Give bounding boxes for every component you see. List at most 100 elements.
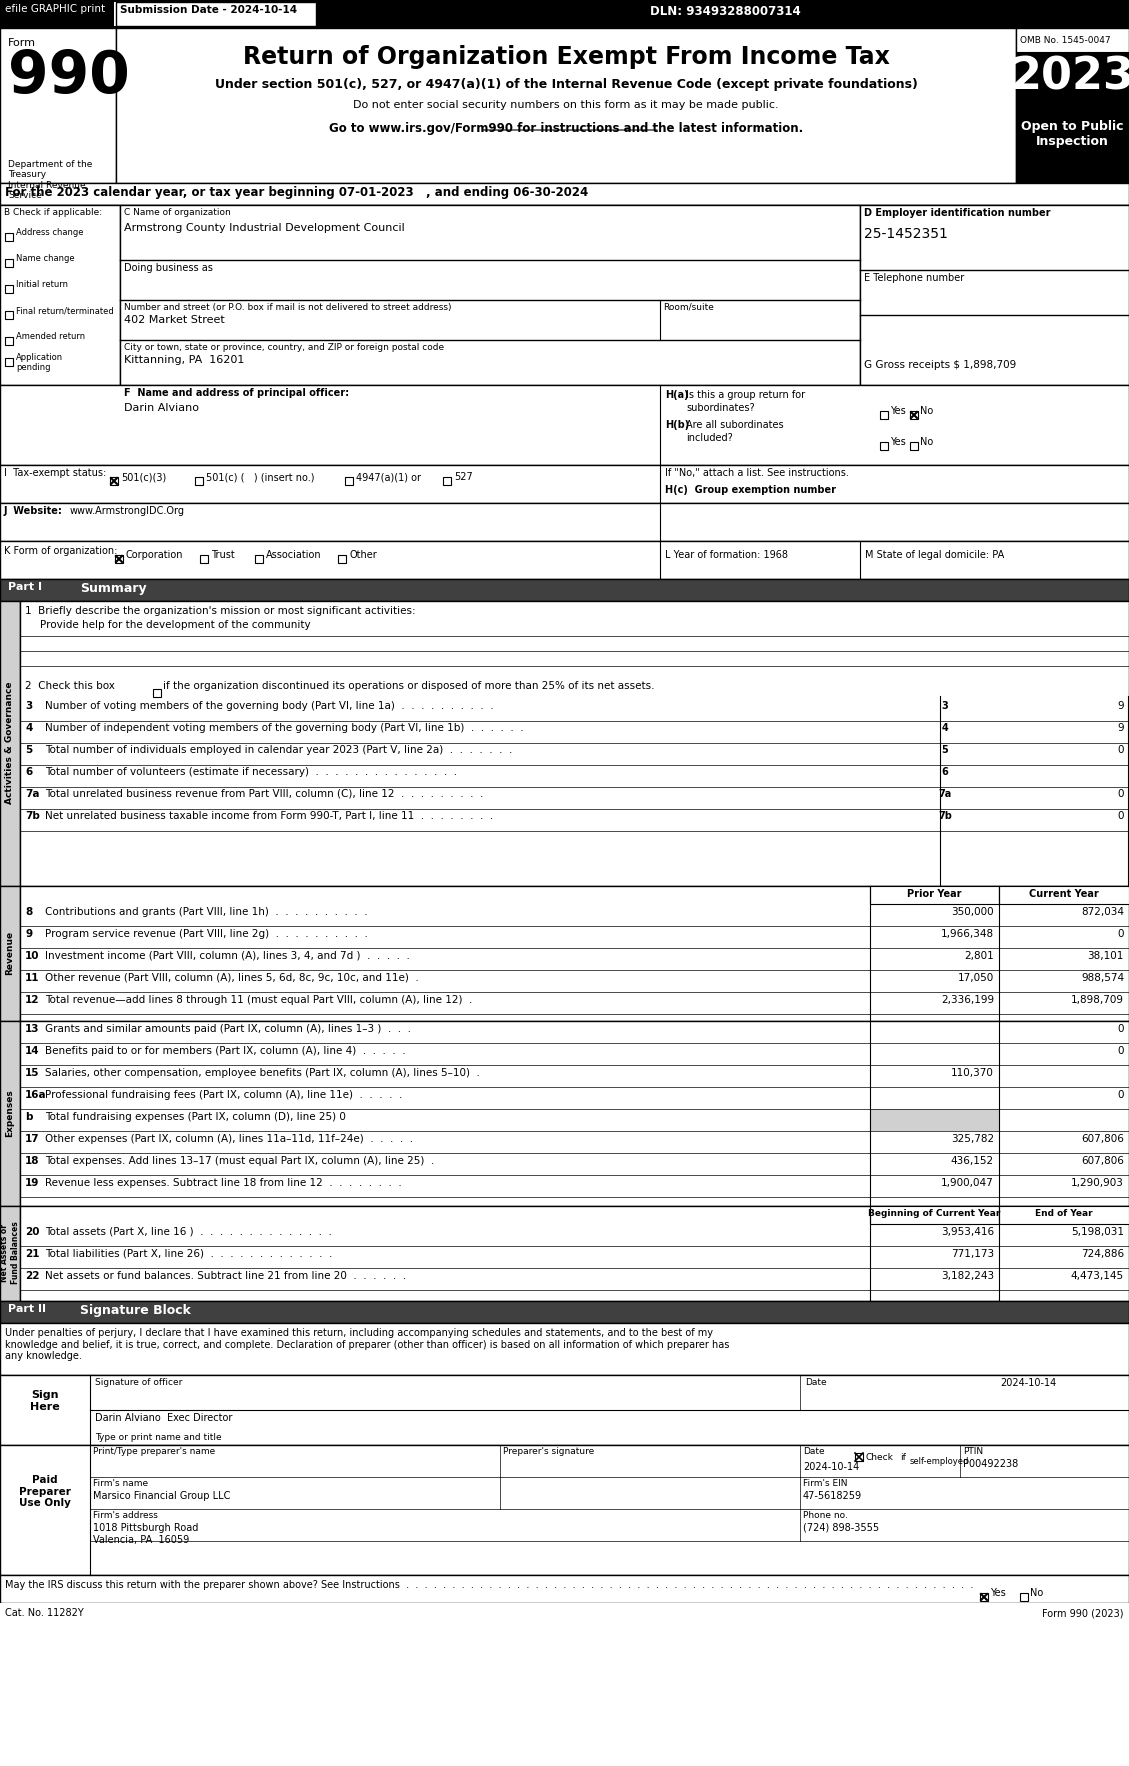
Text: Total fundraising expenses (Part IX, column (D), line 25) 0: Total fundraising expenses (Part IX, col… [45,1113,345,1121]
Text: Revenue: Revenue [6,931,15,975]
Bar [0,1206,20,1302]
Text: 5: 5 [25,745,33,756]
Text: if the organization discontinued its operations or disposed of more than 25% of : if the organization discontinued its ope… [163,682,655,691]
Text: No: No [920,436,934,447]
Text: Prior Year: Prior Year [907,888,961,899]
Bar [855,1453,863,1460]
Text: 0: 0 [1118,789,1124,798]
Text: G Gross receipts $ 1,898,709: G Gross receipts $ 1,898,709 [864,360,1016,371]
Bar [195,477,203,486]
Bar [980,1593,988,1602]
Bar [5,337,14,344]
Text: C Name of organization: C Name of organization [124,208,230,217]
Text: 501(c)(3): 501(c)(3) [121,472,166,482]
Text: 38,101: 38,101 [1087,952,1124,961]
Text: Return of Organization Exempt From Income Tax: Return of Organization Exempt From Incom… [243,44,890,69]
Bar [1016,111,1129,184]
Text: Cat. No. 11282Y: Cat. No. 11282Y [5,1609,84,1618]
Text: Address change: Address change [16,228,84,237]
Text: 0: 0 [1118,1045,1124,1056]
Text: 8: 8 [25,908,33,917]
Bar [910,442,918,450]
Bar [0,579,1129,600]
Text: 9: 9 [1118,701,1124,712]
Bar [0,184,1129,205]
Text: Number and street (or P.O. box if mail is not delivered to street address): Number and street (or P.O. box if mail i… [124,304,452,313]
Text: I  Tax-exempt status:: I Tax-exempt status: [5,468,106,479]
Text: Activities & Governance: Activities & Governance [6,682,15,804]
Bar [0,0,1129,28]
Bar [20,600,1129,887]
Text: Final return/terminated: Final return/terminated [16,306,114,314]
Text: Contributions and grants (Part VIII, line 1h)  .  .  .  .  .  .  .  .  .  .: Contributions and grants (Part VIII, lin… [45,908,368,917]
Bar [443,477,450,486]
Text: 1,966,348: 1,966,348 [940,929,994,940]
Bar [870,887,999,904]
Text: Armstrong County Industrial Development Council: Armstrong County Industrial Development … [124,223,405,233]
Text: Do not enter social security numbers on this form as it may be made public.: Do not enter social security numbers on … [353,101,779,109]
Bar [5,233,14,240]
Text: 436,152: 436,152 [951,1157,994,1166]
Text: Salaries, other compensation, employee benefits (Part IX, column (A), lines 5–10: Salaries, other compensation, employee b… [45,1068,480,1077]
Text: Total unrelated business revenue from Part VIII, column (C), line 12  .  .  .  .: Total unrelated business revenue from Pa… [45,789,483,798]
Text: Firm's name: Firm's name [93,1478,148,1489]
Text: Firm's address: Firm's address [93,1512,158,1521]
Bar [0,503,1129,540]
Text: H(c)  Group exemption number: H(c) Group exemption number [665,486,835,494]
Bar [116,28,1016,184]
Text: 7b: 7b [938,811,952,821]
Text: 17,050: 17,050 [957,973,994,984]
Bar [870,1109,999,1130]
Text: 2,801: 2,801 [964,952,994,961]
Text: Benefits paid to or for members (Part IX, column (A), line 4)  .  .  .  .  .: Benefits paid to or for members (Part IX… [45,1045,405,1056]
Text: If "No," attach a list. See instructions.: If "No," attach a list. See instructions… [665,468,849,479]
Text: Yes: Yes [890,406,905,417]
Text: 2024-10-14: 2024-10-14 [1000,1377,1057,1388]
Text: Yes: Yes [890,436,905,447]
Bar [20,887,1129,1021]
Bar [1016,28,1129,184]
Text: 501(c) (   ) (insert no.): 501(c) ( ) (insert no.) [205,472,315,482]
Text: Sign
Here: Sign Here [30,1390,60,1411]
Bar [910,411,918,419]
Text: Department of the
Treasury
Internal Revenue
Service: Department of the Treasury Internal Reve… [8,161,93,200]
Bar [0,205,1129,385]
Text: 607,806: 607,806 [1082,1134,1124,1144]
Bar [860,205,1129,385]
Text: Other expenses (Part IX, column (A), lines 11a–11d, 11f–24e)  .  .  .  .  .: Other expenses (Part IX, column (A), lin… [45,1134,413,1144]
Text: 18: 18 [25,1157,40,1166]
Bar [114,2,116,26]
Text: subordinates?: subordinates? [686,403,754,413]
Text: Investment income (Part VIII, column (A), lines 3, 4, and 7d )  .  .  .  .  .: Investment income (Part VIII, column (A)… [45,952,410,961]
Text: Total revenue—add lines 8 through 11 (must equal Part VIII, column (A), line 12): Total revenue—add lines 8 through 11 (mu… [45,994,472,1005]
Text: 872,034: 872,034 [1080,908,1124,917]
Bar [0,28,1129,184]
Text: 12: 12 [25,994,40,1005]
Text: Summary: Summary [80,583,147,595]
Text: Under section 501(c), 527, or 4947(a)(1) of the Internal Revenue Code (except pr: Under section 501(c), 527, or 4947(a)(1)… [215,78,918,92]
Text: B Check if applicable:: B Check if applicable: [5,208,102,217]
Text: 20: 20 [25,1227,40,1236]
Bar [154,689,161,698]
Text: 22: 22 [25,1272,40,1280]
Text: Corporation: Corporation [126,549,184,560]
Text: Professional fundraising fees (Part IX, column (A), line 11e)  .  .  .  .  .: Professional fundraising fees (Part IX, … [45,1090,402,1100]
Text: 17: 17 [25,1134,40,1144]
Text: 6: 6 [25,766,33,777]
Text: No: No [920,406,934,417]
Bar [5,358,14,366]
Text: Preparer's signature: Preparer's signature [504,1446,594,1455]
Text: Name change: Name change [16,254,75,263]
Text: 2,336,199: 2,336,199 [940,994,994,1005]
Text: 402 Market Street: 402 Market Street [124,314,225,325]
Text: b: b [25,1113,33,1121]
Text: if: if [900,1453,905,1462]
Text: 2023: 2023 [1010,57,1129,99]
Text: Total number of volunteers (estimate if necessary)  .  .  .  .  .  .  .  .  .  .: Total number of volunteers (estimate if … [45,766,457,777]
Text: Association: Association [266,549,322,560]
Text: 2  Check this box: 2 Check this box [25,682,115,691]
Text: Form 990 (2023): Form 990 (2023) [1042,1609,1124,1618]
Text: 771,173: 771,173 [951,1249,994,1259]
Text: 325,782: 325,782 [951,1134,994,1144]
Bar [20,1206,1129,1302]
